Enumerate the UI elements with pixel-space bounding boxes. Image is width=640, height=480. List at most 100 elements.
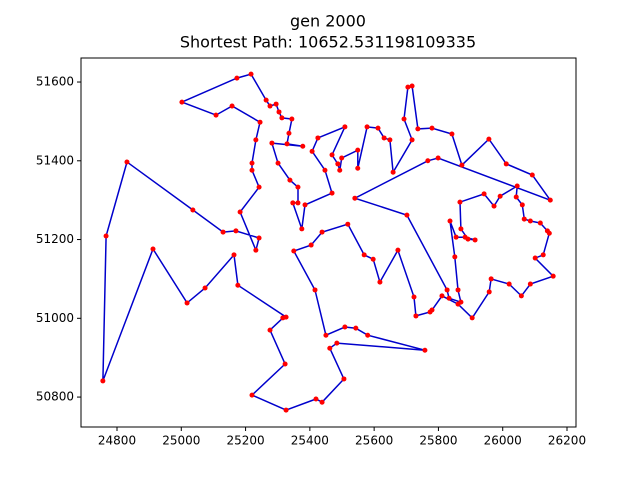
city-point [322, 167, 328, 173]
city-point [233, 228, 239, 234]
x-tick-label: 25600 [355, 434, 393, 448]
city-point [179, 99, 185, 105]
city-point [263, 97, 269, 103]
city-point [447, 218, 453, 224]
city-point [550, 273, 556, 279]
city-point [300, 143, 306, 149]
city-point [319, 229, 325, 235]
city-point [518, 293, 524, 299]
city-point [253, 137, 259, 143]
plot-frame [80, 57, 577, 428]
city-point [411, 294, 417, 300]
city-point [345, 221, 351, 227]
city-point [249, 392, 255, 398]
city-point [452, 254, 458, 260]
city-point [256, 184, 262, 190]
city-point [190, 207, 196, 213]
city-point [124, 159, 130, 165]
city-point [334, 340, 340, 346]
city-point [231, 252, 237, 258]
city-point [287, 177, 293, 183]
y-tick-label: 51400 [36, 153, 74, 167]
city-point [355, 165, 361, 171]
city-point [355, 147, 361, 153]
city-point [377, 279, 383, 285]
city-point [267, 327, 273, 333]
city-point [319, 399, 325, 405]
city-point [220, 229, 226, 235]
city-point [353, 325, 359, 331]
city-point [370, 256, 376, 262]
city-point [455, 301, 461, 307]
city-point [352, 195, 358, 201]
city-point [184, 300, 190, 306]
city-point [506, 281, 512, 287]
city-point [435, 155, 441, 161]
city-point [415, 126, 421, 132]
city-point [409, 83, 415, 89]
city-point [329, 152, 335, 158]
city-point [439, 293, 445, 299]
city-point [283, 407, 289, 413]
city-point [459, 162, 465, 168]
city-point [237, 209, 243, 215]
city-point [514, 183, 520, 189]
chart-title: gen 2000 [290, 12, 366, 31]
city-point [337, 167, 343, 173]
city-point [472, 237, 478, 243]
x-tick-label: 25800 [419, 434, 457, 448]
city-point [401, 116, 407, 122]
x-tick-label: 26200 [548, 434, 586, 448]
city-point [295, 200, 301, 206]
y-tick-label: 51600 [36, 75, 74, 89]
city-point [283, 314, 289, 320]
city-point [313, 396, 319, 402]
city-point [513, 194, 519, 200]
city-point [291, 248, 297, 254]
city-point [275, 160, 281, 166]
city-point [341, 376, 347, 382]
city-point [100, 378, 106, 384]
city-point [425, 158, 431, 164]
y-tick-label: 51000 [36, 311, 74, 325]
city-point [342, 124, 348, 130]
city-point [309, 148, 315, 154]
city-point [540, 252, 546, 258]
city-point [404, 212, 410, 218]
city-point [249, 167, 255, 173]
city-point [282, 361, 288, 367]
city-point [455, 287, 461, 293]
city-point [375, 125, 381, 131]
city-point [537, 220, 543, 226]
city-point [308, 242, 314, 248]
city-point [503, 161, 509, 167]
city-point [327, 345, 333, 351]
city-point [527, 218, 533, 224]
city-point [429, 125, 435, 131]
city-point [449, 131, 455, 137]
city-point [253, 247, 259, 253]
city-point [315, 135, 321, 141]
city-point [150, 246, 156, 252]
city-point [335, 161, 341, 167]
city-point [486, 289, 492, 295]
city-point [457, 199, 463, 205]
city-point [312, 287, 318, 293]
city-point [381, 135, 387, 141]
chart-subtitle: Shortest Path: 10652.531198109335 [180, 33, 476, 52]
y-tick-label: 51200 [36, 232, 74, 246]
city-point [532, 255, 538, 261]
city-point [547, 197, 553, 203]
city-point [458, 226, 464, 232]
city-point [273, 101, 279, 107]
city-point [213, 112, 219, 118]
city-point [295, 184, 301, 190]
city-point [409, 137, 415, 143]
city-point [234, 75, 240, 81]
x-tick-label: 25200 [226, 434, 264, 448]
city-point [395, 247, 401, 253]
city-point [427, 309, 433, 315]
city-point [387, 137, 393, 143]
city-point [497, 193, 503, 199]
